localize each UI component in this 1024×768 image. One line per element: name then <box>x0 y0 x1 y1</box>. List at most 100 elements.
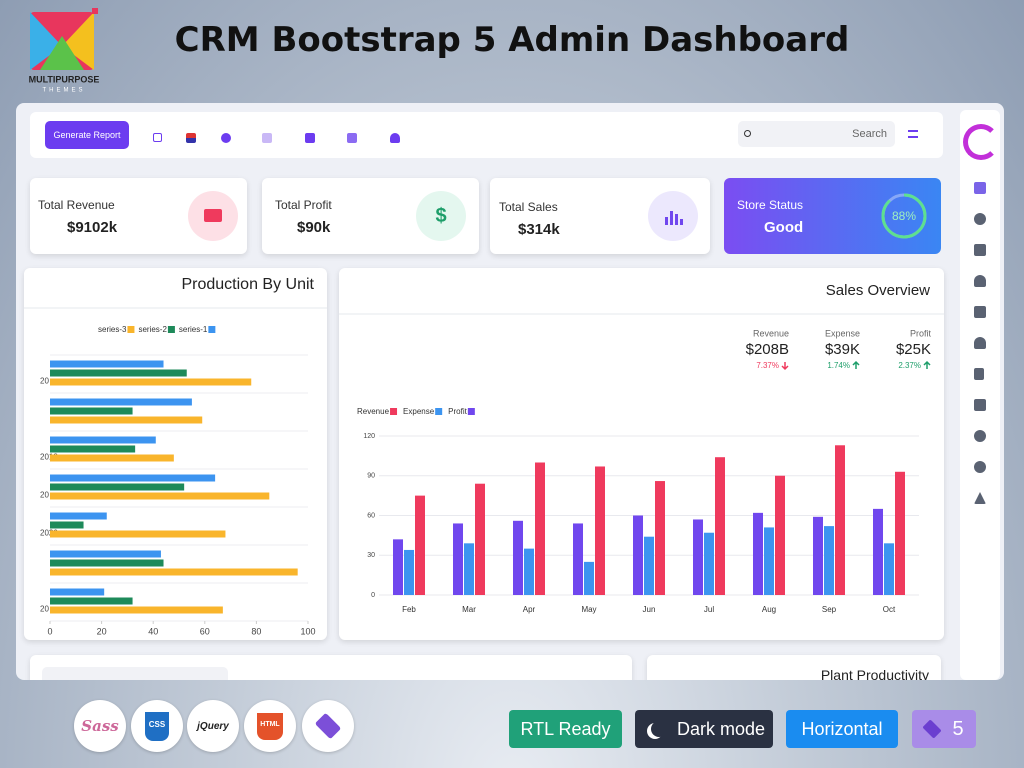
nav-icon[interactable] <box>974 182 986 194</box>
nav-icon[interactable] <box>974 337 986 349</box>
x-tick-label: Oct <box>883 605 896 614</box>
apps-icon[interactable] <box>347 133 357 143</box>
nav-icon[interactable] <box>974 306 986 318</box>
tech-label: HTML <box>257 712 283 740</box>
legend-label: series-2 <box>138 325 167 334</box>
y-tick-label: 0 <box>371 592 375 599</box>
stat-label: Total Revenue <box>38 198 115 212</box>
stat-card: Total Sales $314k <box>490 178 710 254</box>
chart-title: Sales Overview <box>826 282 930 299</box>
bar <box>50 588 105 596</box>
bar <box>813 516 823 595</box>
card <box>30 655 632 680</box>
bar <box>884 543 894 595</box>
flag-icon[interactable] <box>186 133 196 143</box>
trend-arrow <box>923 360 931 369</box>
nav-icon[interactable] <box>974 492 986 504</box>
stat-value: $314k <box>518 221 560 238</box>
x-tick-label: Jun <box>643 605 656 614</box>
bar <box>753 512 763 595</box>
bar <box>50 369 187 377</box>
search-placeholder: Search <box>852 128 887 140</box>
legend-swatch <box>127 326 135 333</box>
tech-label: Sass <box>81 717 119 735</box>
bootstrap-glyph <box>922 719 943 739</box>
y-tick-label: 30 <box>367 552 375 559</box>
summary-value: $208B <box>746 341 789 358</box>
nav-icon[interactable] <box>974 430 986 442</box>
chart: Production By Unit 0 20 40 60 80 100202018202… <box>24 276 327 636</box>
app-logo[interactable] <box>963 124 999 160</box>
file-icon[interactable] <box>305 133 315 143</box>
stat-card: Store Status Good 88% <box>724 178 941 254</box>
nav-icon[interactable] <box>974 275 986 287</box>
bar <box>50 559 164 567</box>
badge: RTL Ready <box>509 710 622 748</box>
fullscreen-icon[interactable] <box>153 133 162 142</box>
bar <box>595 466 605 595</box>
x-tick-label: Jul <box>704 605 714 614</box>
x-tick-label: 100 <box>300 626 315 636</box>
x-tick-label: 0 <box>47 626 52 636</box>
bar <box>693 519 703 595</box>
brand: MULTIPURPOSE <box>29 74 100 84</box>
stat-card: Total Profit $90k $ <box>262 178 479 254</box>
progress-ring: 88% <box>881 193 927 239</box>
x-tick-label: Mar <box>462 605 476 614</box>
nav-icon[interactable] <box>974 399 986 411</box>
bar <box>50 512 107 520</box>
generate-report-button[interactable]: Generate Report <box>45 121 129 149</box>
bar <box>50 436 156 444</box>
bar <box>524 548 534 595</box>
bar <box>644 536 654 595</box>
bar <box>704 532 714 595</box>
tech-logo: Sass <box>74 700 126 752</box>
bar <box>50 492 270 500</box>
nav-icon[interactable] <box>974 244 986 256</box>
search-box[interactable]: Search <box>738 121 895 147</box>
y-tick-label: 120 <box>363 433 375 440</box>
search-icon <box>744 130 751 137</box>
y-tick-label: 60 <box>367 512 375 519</box>
trend-arrow <box>781 362 789 371</box>
nav-icon[interactable] <box>974 368 984 380</box>
nav-icon[interactable] <box>974 213 986 225</box>
bar <box>50 568 298 576</box>
badge: 5 <box>912 710 976 748</box>
logo-facet <box>40 36 84 70</box>
trend-arrow <box>852 360 860 369</box>
bar <box>50 416 203 424</box>
chat-icon[interactable] <box>221 133 231 143</box>
x-tick-label: 80 <box>251 626 261 636</box>
stat-card: Total Revenue $9102k <box>30 178 247 254</box>
nav-icon[interactable] <box>974 461 986 473</box>
sidebar <box>960 110 1000 680</box>
tech-label: jQuery <box>197 720 229 732</box>
stat-value: $90k <box>297 219 331 236</box>
stat-label: Total Sales <box>499 200 558 214</box>
logo-facet <box>30 12 62 70</box>
y-tick-label: 2018 <box>40 453 58 462</box>
bar <box>584 561 594 595</box>
stat-value: Good <box>764 219 804 236</box>
cart-icon[interactable] <box>262 133 272 143</box>
bar <box>50 530 226 538</box>
x-tick-label: Apr <box>523 605 536 614</box>
legend-label: Profit <box>448 407 467 416</box>
menu-icon[interactable] <box>908 130 918 138</box>
card: Plant Productivity <box>647 655 941 680</box>
stat-icon <box>188 191 238 241</box>
chart: Sales Overview 0 30 60 90 120 Feb Mar Apr May Jun… <box>339 282 944 614</box>
bar <box>464 543 474 595</box>
chart-card: Production By Unit 0 20 40 60 80 100 20 2018 20 2… <box>24 268 327 640</box>
bell-icon[interactable] <box>390 133 400 143</box>
bar <box>655 481 665 595</box>
bar <box>535 462 545 595</box>
bar <box>835 445 845 595</box>
y-tick-label: 20 <box>40 605 49 614</box>
bars-glyph <box>665 211 683 225</box>
topbar: Generate Report Search <box>30 112 943 158</box>
summary-value: $39K <box>825 341 860 358</box>
logo-facet <box>62 12 94 70</box>
logo-dot <box>92 8 98 14</box>
